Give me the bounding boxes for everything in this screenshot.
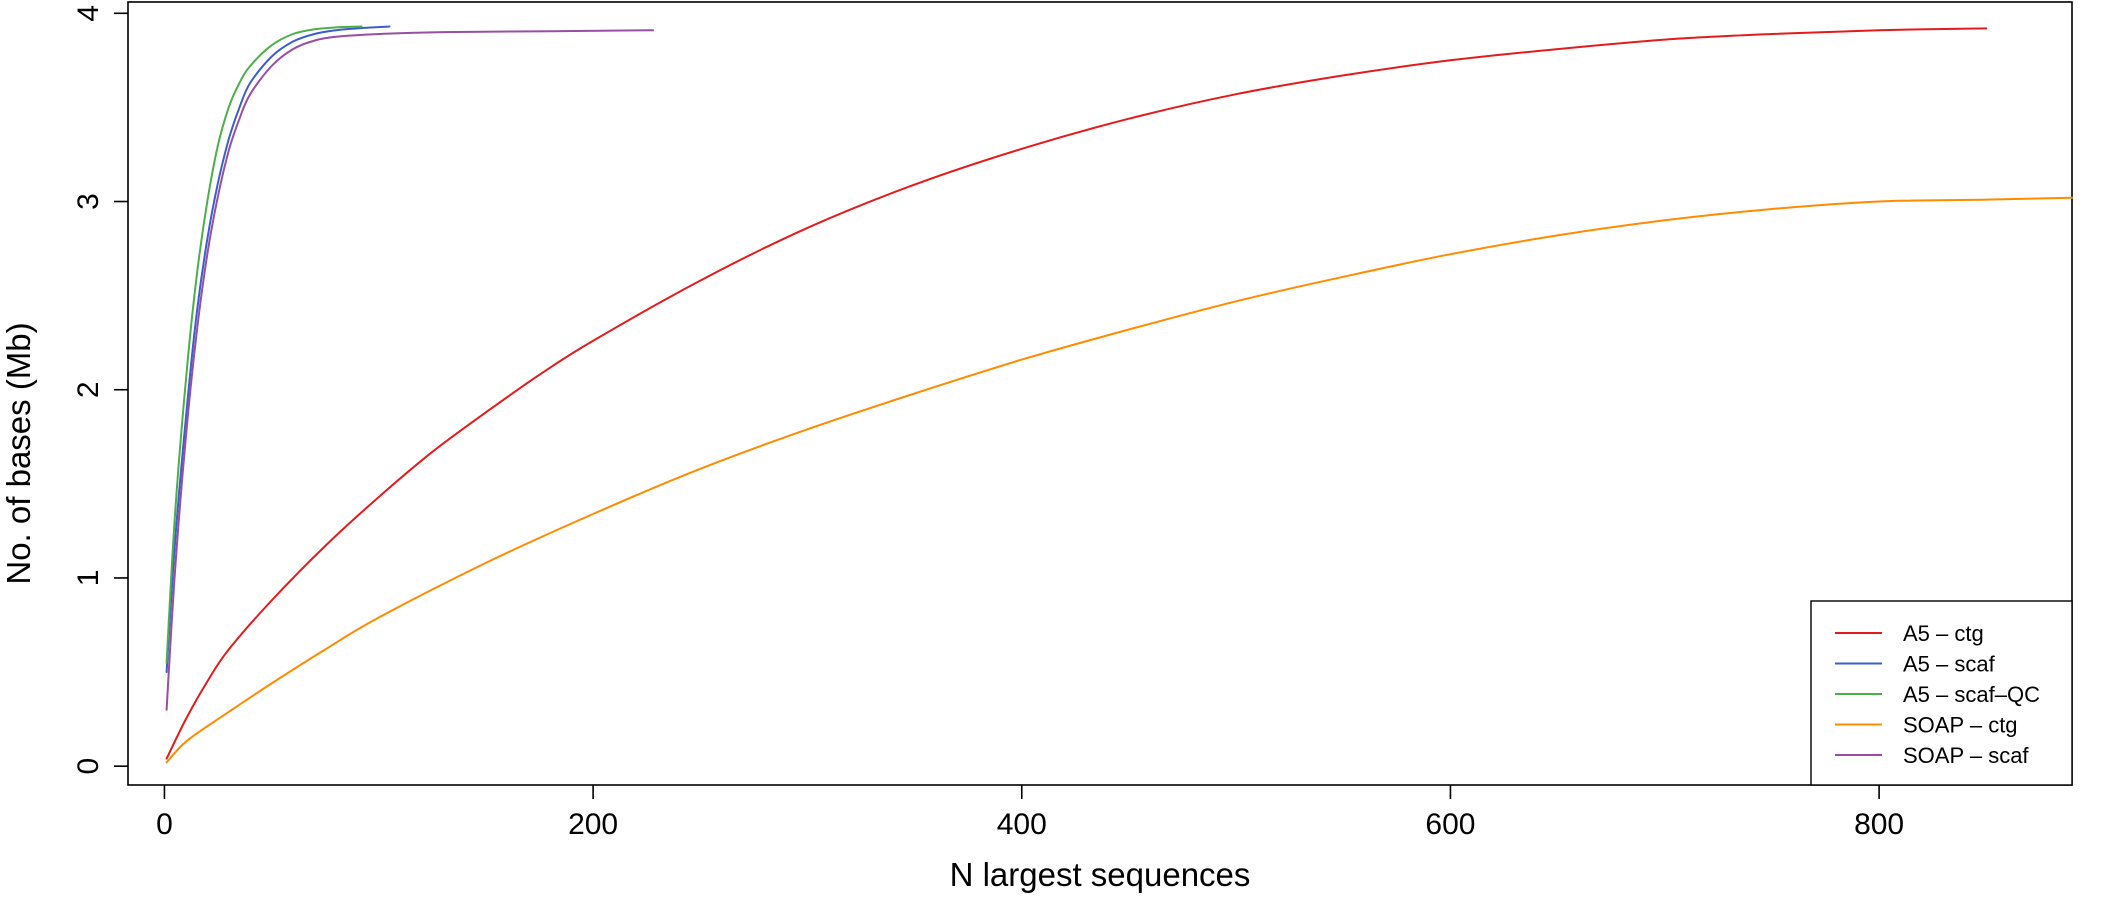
series-line <box>165 196 2073 764</box>
y-tick-label: 2 <box>72 381 105 398</box>
plot-frame <box>127 1 2073 786</box>
x-tick-label: 0 <box>156 808 173 841</box>
series-line <box>165 29 655 711</box>
y-axis-title: No. of bases (Mb) <box>0 322 37 584</box>
series-line <box>165 25 363 664</box>
x-tick-label: 600 <box>1425 808 1475 841</box>
y-tick-label: 0 <box>72 758 105 775</box>
x-axis-title: N largest sequences <box>950 856 1251 893</box>
x-tick-label: 800 <box>1854 808 1904 841</box>
legend-label: SOAP – scaf <box>1903 743 2029 768</box>
y-tick-label: 1 <box>72 570 105 587</box>
series-line <box>165 27 1988 760</box>
legend-label: SOAP – ctg <box>1903 713 2018 738</box>
legend-label: A5 – scaf–QC <box>1903 682 2040 707</box>
legend-label: A5 – ctg <box>1903 621 1984 646</box>
series-layer <box>165 25 2073 764</box>
y-tick-label: 4 <box>72 5 105 22</box>
legend-label: A5 – scaf <box>1903 652 1996 677</box>
series-line <box>165 25 391 674</box>
legend: A5 – ctg A5 – scaf A5 – scaf–QC SOAP – ctg S… <box>1810 600 2073 786</box>
x-axis: 0 200 400 600 800 <box>156 785 1904 841</box>
x-tick-label: 400 <box>997 808 1047 841</box>
y-axis: 0 1 2 3 4 <box>72 5 128 775</box>
y-tick-label: 3 <box>72 193 105 210</box>
x-tick-label: 200 <box>568 808 618 841</box>
